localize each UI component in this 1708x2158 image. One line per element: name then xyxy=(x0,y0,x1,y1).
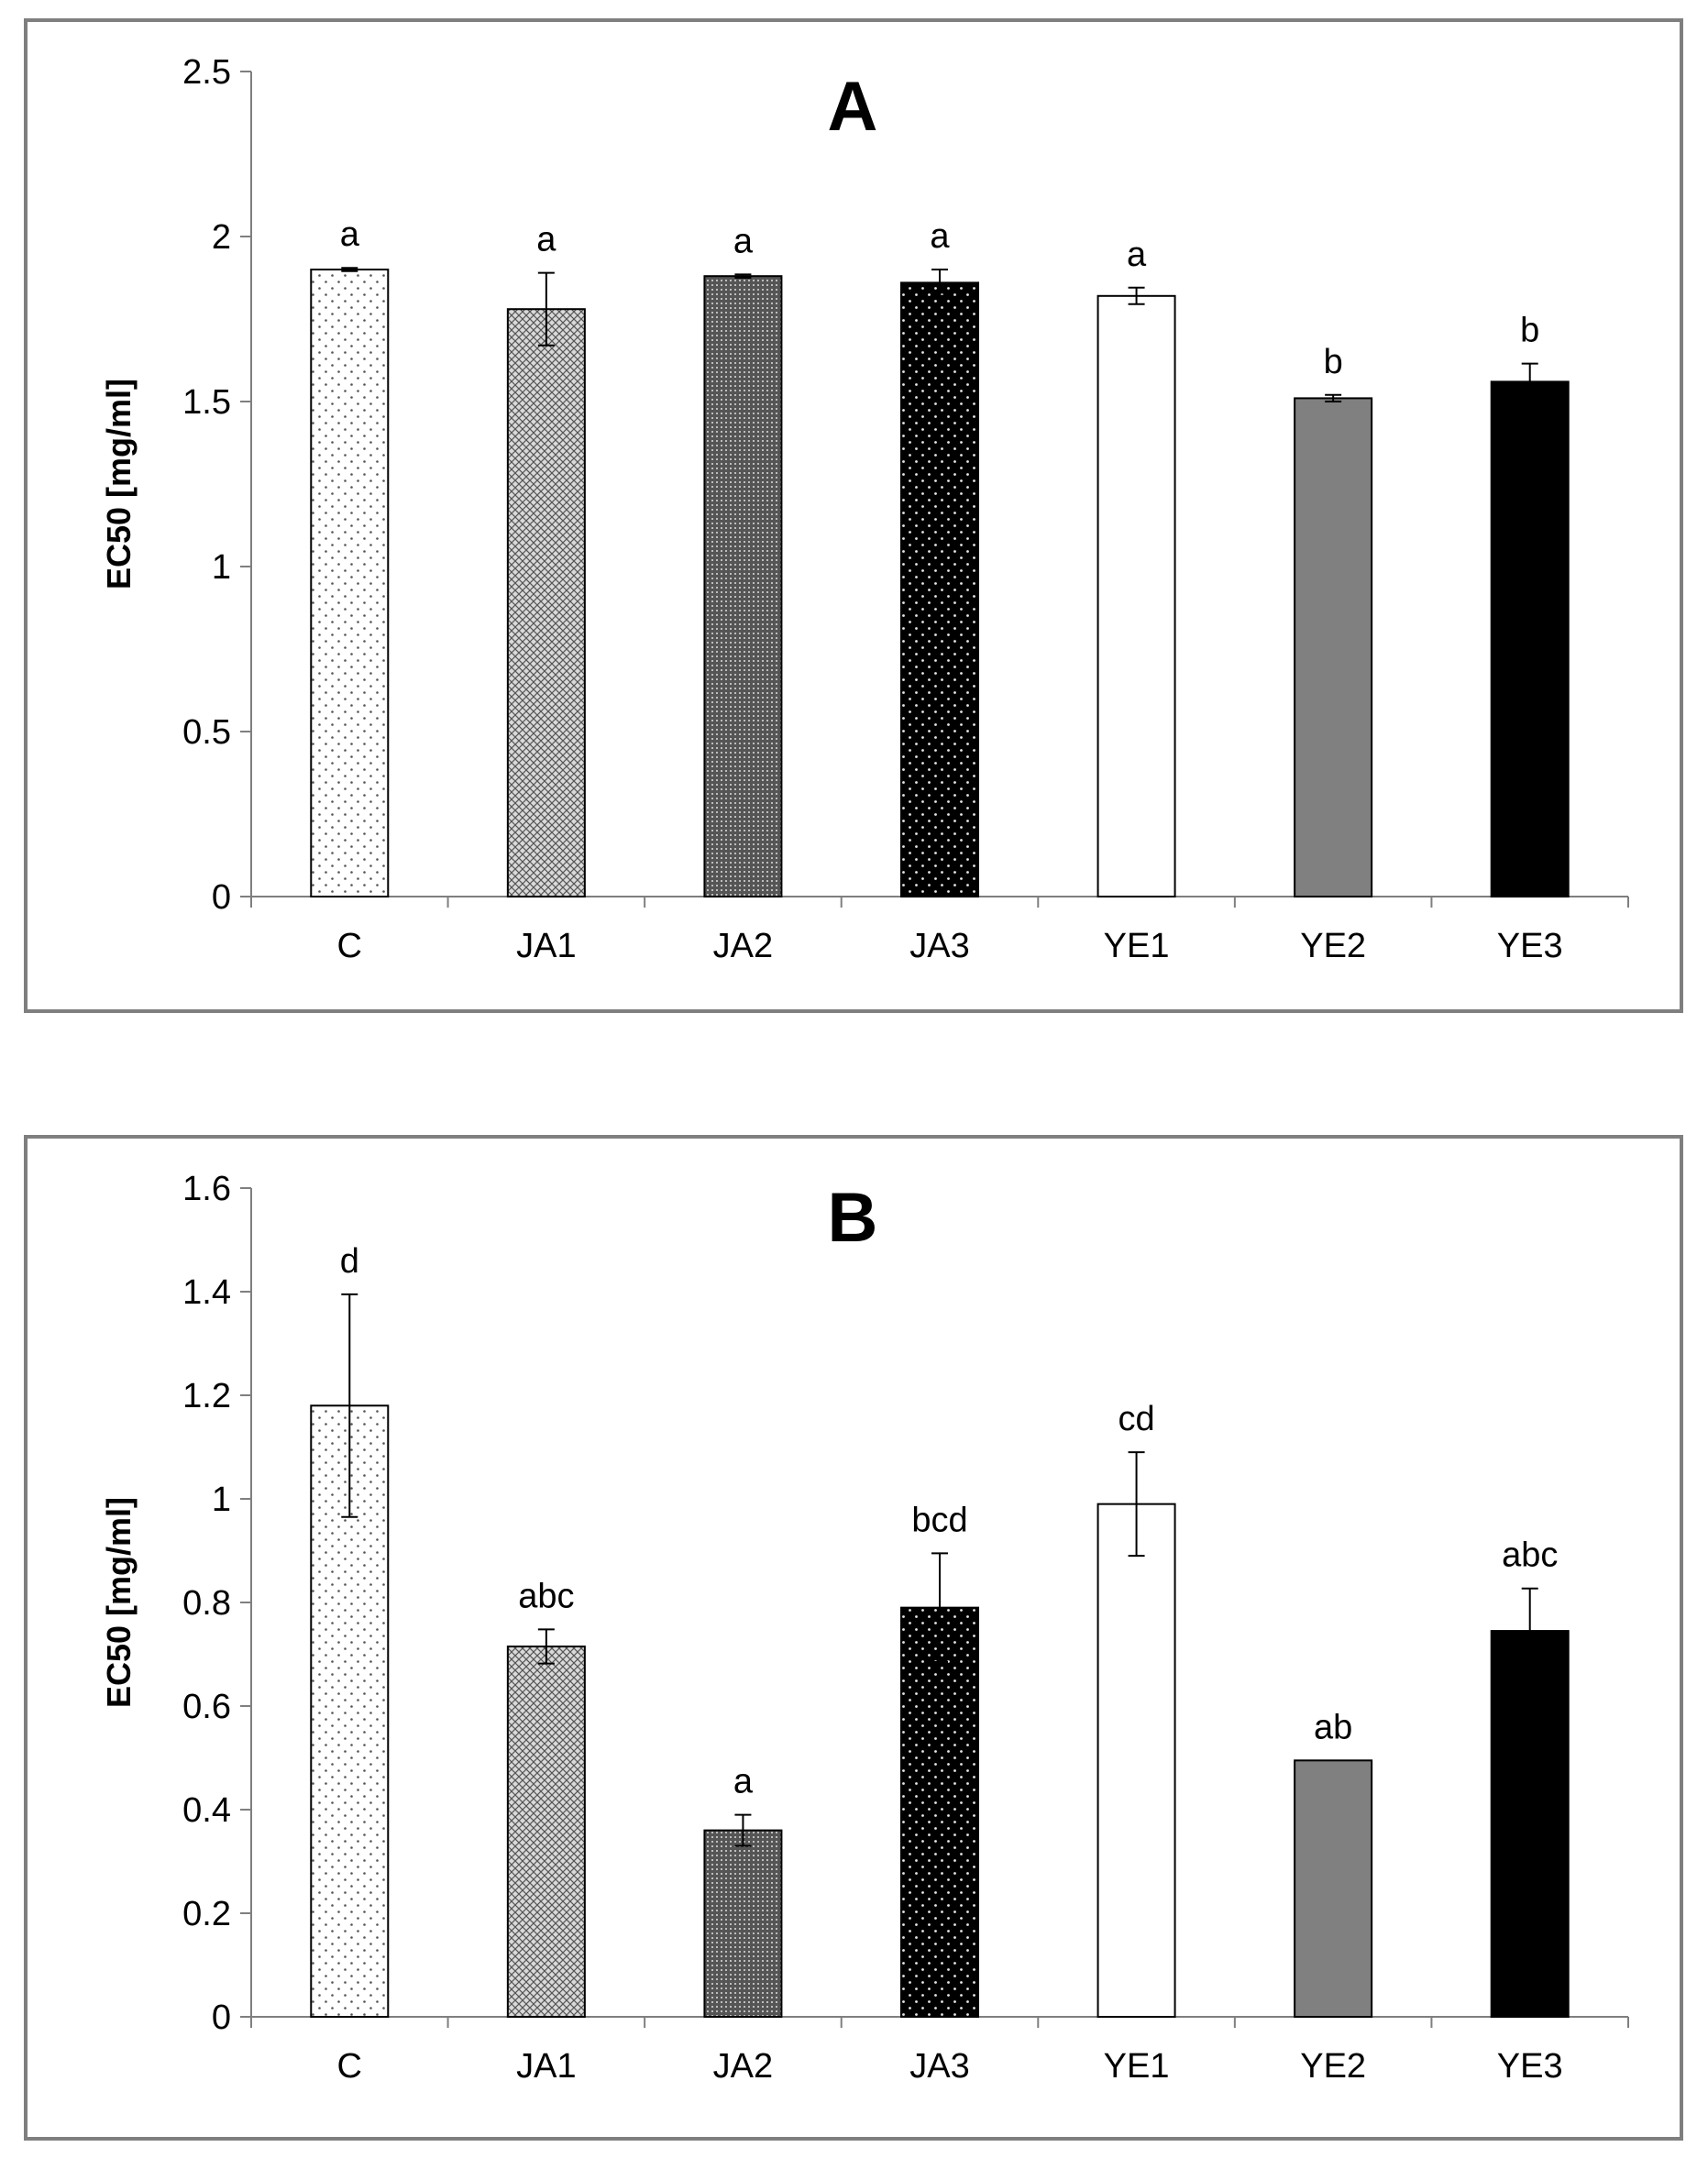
x-tick-label: YE2 xyxy=(1300,2047,1366,2086)
chart-title: A xyxy=(828,68,878,146)
y-tick-label: 2.5 xyxy=(182,53,231,92)
chart-title: B xyxy=(828,1179,878,1257)
significance-label: a xyxy=(930,217,950,256)
y-tick-label: 1.5 xyxy=(182,383,231,422)
bar-ja3 xyxy=(900,1606,979,2018)
bar-ye2 xyxy=(1294,397,1373,897)
x-tick-label: JA1 xyxy=(516,2047,576,2086)
bar-ye1 xyxy=(1096,1503,1176,2018)
y-tick-label: 0 xyxy=(212,1998,231,2037)
x-tick-label: YE1 xyxy=(1104,2047,1170,2086)
y-tick-label: 0.6 xyxy=(182,1688,231,1726)
x-tick-label: YE3 xyxy=(1497,927,1563,965)
y-tick-label: 1.4 xyxy=(182,1273,231,1312)
significance-label: abc xyxy=(518,1577,574,1615)
y-tick-label: 2 xyxy=(212,218,231,257)
bar-ja3 xyxy=(900,281,979,897)
significance-label: b xyxy=(1520,312,1539,350)
x-tick-label: YE1 xyxy=(1104,927,1170,965)
x-tick-label: YE2 xyxy=(1300,927,1366,965)
x-tick-label: YE3 xyxy=(1497,2047,1563,2086)
x-tick-label: JA1 xyxy=(516,927,576,965)
bar-ja1 xyxy=(506,1646,586,2019)
bar-ye3 xyxy=(1490,380,1570,897)
significance-label: b xyxy=(1324,343,1343,381)
bar-ye2 xyxy=(1294,1759,1373,2018)
y-tick-label: 0 xyxy=(212,878,231,917)
bar-ja1 xyxy=(506,308,586,897)
y-tick-label: 1.6 xyxy=(182,1170,231,1208)
significance-label: a xyxy=(733,222,754,260)
y-tick-label: 0.5 xyxy=(182,713,231,752)
bar-ja2 xyxy=(703,1829,783,2018)
x-tick-label: JA2 xyxy=(713,2047,773,2086)
bar-c xyxy=(310,269,390,897)
x-tick-label: JA3 xyxy=(909,927,969,965)
y-tick-label: 0.2 xyxy=(182,1895,231,1933)
significance-label: d xyxy=(340,1242,359,1281)
bar-ye3 xyxy=(1490,1630,1570,2018)
significance-label: a xyxy=(1127,236,1147,274)
y-tick-label: 0.8 xyxy=(182,1584,231,1623)
significance-label: bcd xyxy=(911,1501,967,1539)
significance-label: cd xyxy=(1118,1400,1155,1438)
bar-ja2 xyxy=(703,275,783,897)
x-tick-label: JA3 xyxy=(909,2047,969,2086)
y-tick-label: 1 xyxy=(212,1481,231,1519)
x-tick-label: C xyxy=(337,927,362,965)
y-axis-title: EC50 [mg/ml] xyxy=(100,379,138,589)
significance-label: ab xyxy=(1314,1708,1352,1746)
y-tick-label: 1 xyxy=(212,548,231,587)
significance-label: abc xyxy=(1502,1536,1558,1575)
chart-a-svg: 0 0.5 1 1.5 2 2.5 a Ca JA1 a JA2 a JA3 a YE1 b YE2 b YE3 EC… xyxy=(100,53,1629,965)
y-tick-label: 1.2 xyxy=(182,1377,231,1415)
significance-label: a xyxy=(536,221,556,259)
x-tick-label: JA2 xyxy=(713,927,773,965)
y-axis-title: EC50 [mg/ml] xyxy=(100,1497,138,1708)
y-tick-label: 0.4 xyxy=(182,1791,231,1830)
significance-label: a xyxy=(733,1763,754,1801)
significance-label: a xyxy=(340,215,360,254)
bar-ye1 xyxy=(1096,294,1176,897)
x-tick-label: C xyxy=(337,2047,362,2086)
